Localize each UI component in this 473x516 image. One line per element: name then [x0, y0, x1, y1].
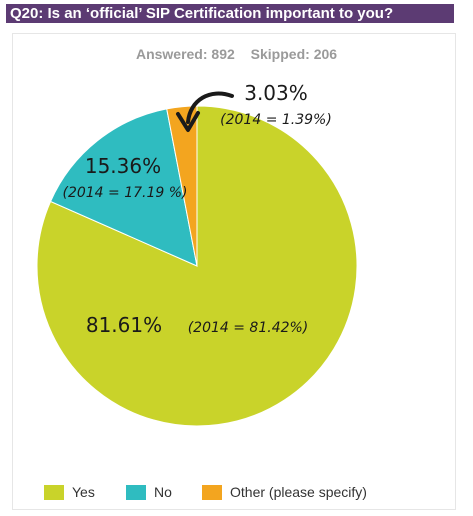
legend-swatch-no — [126, 484, 146, 500]
skipped-value: 206 — [313, 46, 338, 62]
slice-label-other: 3.03% — [244, 81, 308, 105]
slice-label-no: 15.36% — [85, 154, 161, 178]
question-title: Q20: Is an ‘official’ SIP Certification … — [6, 4, 454, 23]
curved-arrow-icon — [186, 91, 234, 124]
legend-item-yes: Yes — [44, 482, 95, 502]
pie-slices — [36, 105, 358, 427]
arrow-head-icon — [176, 111, 200, 132]
legend-item-other: Other (please specify) — [202, 482, 367, 502]
legend-swatch-yes — [44, 484, 64, 500]
legend-swatch-other — [202, 484, 222, 500]
legend-label-other: Other (please specify) — [230, 484, 367, 500]
slice-note-yes: (2014 = 81.42%) — [188, 320, 309, 336]
skipped-label: Skipped: — [250, 46, 310, 62]
pie-slice-other — [166, 105, 198, 267]
answered-value: 892 — [211, 46, 235, 62]
legend-label-yes: Yes — [72, 484, 95, 500]
slice-note-no: (2014 = 17.19 %) — [62, 185, 187, 201]
slice-label-yes: 81.61% — [86, 313, 162, 337]
answered-stat: Answered: 892 — [136, 46, 235, 62]
answered-label: Answered: — [135, 46, 208, 62]
pie-slice-no — [49, 108, 198, 267]
legend-label-no: No — [154, 484, 172, 500]
slice-note-other: (2014 = 1.39%) — [220, 112, 332, 128]
legend-item-no: No — [126, 482, 172, 502]
response-stats: Answered: 892 Skipped: 206 — [0, 46, 473, 62]
skipped-stat: Skipped: 206 — [251, 46, 337, 62]
